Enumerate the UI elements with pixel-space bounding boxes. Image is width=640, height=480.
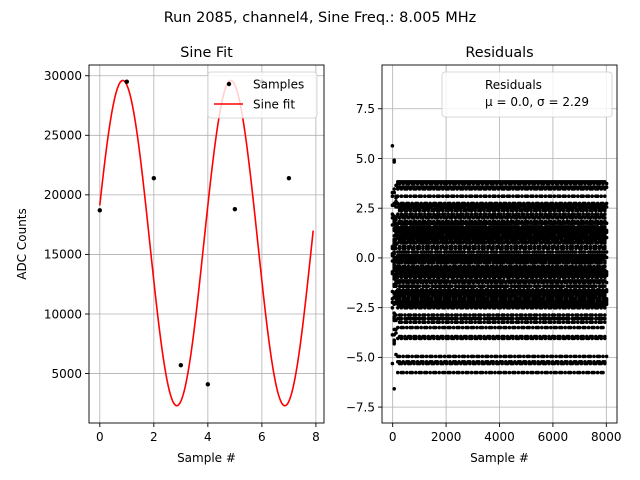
x-tick-label: 0	[389, 430, 397, 444]
y-tick-label: 5.0	[356, 152, 375, 166]
x-tick-label: 4000	[484, 430, 515, 444]
sample-point	[124, 79, 130, 84]
x-tick-label: 0	[96, 430, 104, 444]
y-tick-label: 5000	[51, 367, 82, 381]
y-tick-label: 7.5	[356, 102, 375, 116]
residual-points	[390, 144, 609, 391]
x-axis-label: Sample #	[470, 451, 529, 465]
y-tick-label: 30000	[44, 69, 82, 83]
sample-point	[178, 363, 184, 368]
legend-marker-samples	[226, 81, 232, 87]
y-tick-label: 2.5	[356, 202, 375, 216]
x-axis-label: Sample #	[177, 451, 236, 465]
sine-fit-line	[99, 79, 314, 407]
x-tick-label: 8	[312, 430, 320, 444]
y-tick-label: 15000	[44, 248, 82, 262]
y-tick-label: 20000	[44, 188, 82, 202]
y-tick-label: 0.0	[356, 251, 375, 265]
legend-label-samples: Samples	[253, 78, 304, 92]
sample-point	[286, 175, 292, 181]
sample-point	[205, 382, 211, 387]
y-tick-label: 10000	[44, 307, 82, 321]
x-tick-label: 2000	[431, 430, 462, 444]
legend-label-sine-fit: Sine fit	[253, 98, 295, 112]
sample-point	[97, 208, 103, 213]
legend-stats: μ = 0.0, σ = 2.29	[485, 95, 589, 109]
panel-title: Sine Fit	[180, 45, 233, 61]
y-tick-label: −7.5	[346, 400, 375, 414]
panel-title: Residuals	[465, 45, 533, 61]
figure-suptitle: Run 2085, channel4, Sine Freq.: 8.005 MH…	[164, 10, 477, 26]
sample-point	[151, 175, 157, 181]
x-tick-label: 6000	[538, 430, 569, 444]
residuals-panel: 0 2000 4000 6000 8000 −7.5 −5.0 −2.5 0.0 2.5 5.0 7.…	[346, 45, 622, 465]
x-tick-label: 2	[150, 430, 158, 444]
x-tick-label: 6	[258, 430, 266, 444]
y-tick-label: 25000	[44, 129, 82, 143]
legend-box	[441, 71, 613, 118]
x-tick-label: 4	[204, 430, 212, 444]
sample-point	[232, 206, 238, 212]
x-tick-label: 8000	[591, 430, 622, 444]
y-tick-label: −5.0	[346, 351, 375, 365]
y-axis-label: ADC Counts	[15, 208, 29, 280]
legend-box	[207, 71, 318, 119]
axes-frame	[88, 64, 325, 424]
sine-fit-panel: 0 2 4 6 8 5000 10000 15000 20000 25000 30000 Sine F…	[15, 45, 325, 465]
y-tick-label: −2.5	[346, 301, 375, 315]
legend-label-residuals: Residuals	[485, 78, 542, 92]
